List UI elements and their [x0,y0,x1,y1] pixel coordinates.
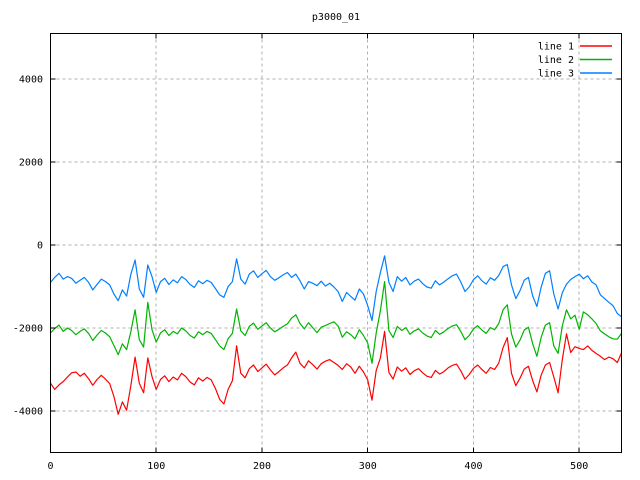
y-tick-label: -2000 [13,324,43,335]
plot-border-rect [50,33,622,453]
legend-label-line-1: line 1 [538,42,574,53]
x-tick-label: 300 [359,461,377,472]
tick-labels: 0 100 200 300 400 500 4000 2000 0 -2000 -4000 [13,75,588,472]
data-series [50,255,623,415]
tick-marks [50,33,622,453]
y-tick-label: -4000 [13,407,43,418]
y-tick-label: 0 [37,241,43,252]
x-tick-label: 0 [47,461,53,472]
x-tick-label: 500 [570,461,588,472]
x-tick-label: 400 [464,461,482,472]
series-line-3 [50,255,622,322]
series-line-1 [50,330,623,415]
plot-border [50,33,622,453]
y-tick-label: 2000 [19,158,43,169]
legend-label-line-3: line 3 [538,69,574,80]
x-tick-label: 200 [253,461,271,472]
y-tick-label: 4000 [19,75,43,86]
legend: line 1 line 2 line 3 [538,42,612,80]
x-tick-label: 100 [147,461,165,472]
series-line-2 [50,281,622,364]
legend-label-line-2: line 2 [538,55,574,66]
chart-title: p3000_01 [312,12,360,23]
